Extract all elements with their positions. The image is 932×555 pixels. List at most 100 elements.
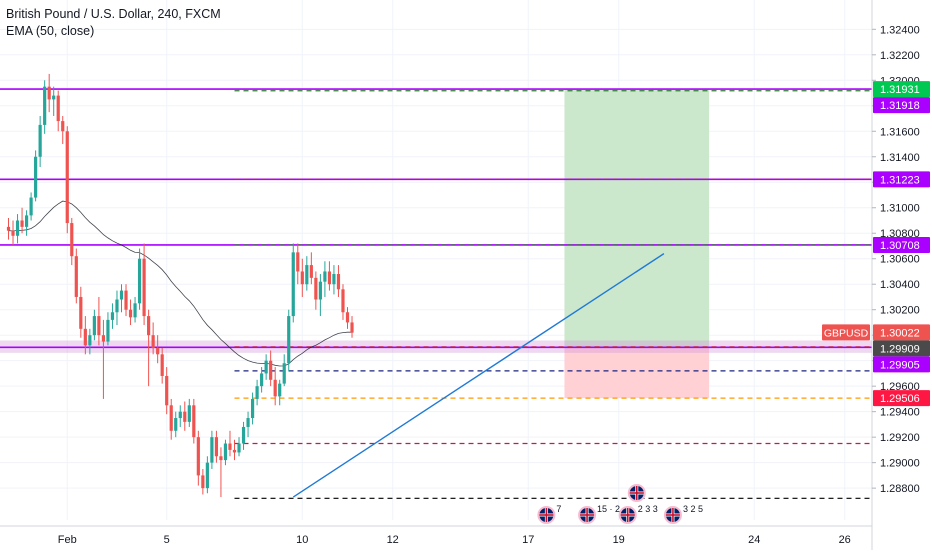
flag-red-v (635, 486, 638, 500)
stop-zone (564, 346, 710, 399)
price-label-bg (873, 356, 930, 373)
candle-body (11, 230, 15, 236)
candle-body (178, 411, 182, 419)
uk-flag-icon[interactable]: 2 3 3 (618, 504, 658, 524)
candle-body (151, 335, 155, 348)
price-label-text: 1.29905 (880, 359, 920, 371)
flag-red-v (626, 508, 629, 522)
candle-body (232, 449, 237, 453)
candle-body (38, 124, 42, 157)
price-tick-label: 1.29000 (880, 458, 920, 470)
price-tick-label: 1.29400 (880, 407, 920, 419)
price-tick-label: 1.30400 (880, 279, 920, 291)
candle-body (115, 299, 119, 313)
candle-body (241, 426, 246, 444)
candle-body (255, 386, 259, 399)
symbol-tag-bg (822, 324, 870, 341)
candle-body (341, 289, 345, 313)
candle-body (43, 86, 47, 125)
event-count: 15 · 2 (597, 504, 620, 514)
event-count: 7 (556, 504, 561, 514)
candle-body (223, 443, 228, 461)
event-icons-layer[interactable]: 7 15 · 2 2 3 3 3 2 5 (537, 484, 703, 524)
candle-body (237, 443, 241, 453)
candle-body (20, 220, 24, 227)
price-tick-label: 1.31600 (880, 126, 920, 138)
price-labels-layer: 1.31931 1.31918 1.31223 1.30708 1.30022 GBPUS… (822, 81, 930, 407)
candle-body (147, 316, 151, 336)
flag-red-v (545, 508, 548, 522)
symbol-title[interactable]: British Pound / U.S. Dollar, 240, FXCM (6, 7, 221, 21)
candle-body (101, 335, 106, 342)
price-label-text: 1.30708 (880, 240, 920, 252)
uk-flag-icon[interactable] (627, 484, 646, 502)
candle-body (269, 360, 273, 380)
candle-body (246, 418, 250, 427)
candle-body (219, 456, 223, 461)
candle-body (300, 271, 304, 285)
candle-body (70, 223, 74, 257)
price-label: 1.30708 (873, 236, 930, 253)
candle-body (350, 322, 354, 333)
uk-flag-icon[interactable]: 7 (537, 504, 561, 524)
candle-body (205, 462, 209, 489)
candle-body (187, 405, 191, 422)
uk-flag-icon[interactable]: 3 2 5 (663, 504, 703, 524)
candle-body (291, 252, 295, 317)
candle-body (79, 296, 83, 329)
candle-body (6, 226, 11, 231)
candle-body (336, 274, 341, 290)
flag-red-v (586, 508, 588, 522)
price-tick-label: 1.32400 (880, 24, 920, 36)
price-label-text: 1.31918 (880, 100, 920, 112)
candle-body (47, 86, 51, 100)
candle-body (192, 405, 196, 438)
time-tick-label: Feb (58, 534, 77, 546)
time-tick-label: 26 (839, 534, 851, 546)
price-tick-label: 1.30200 (880, 305, 920, 317)
price-label: 1.31918 (873, 97, 930, 114)
candle-body (137, 258, 142, 304)
price-label-bg (873, 171, 930, 188)
price-label: 1.29905 (873, 356, 930, 373)
price-tick-label: 1.31000 (880, 203, 920, 215)
price-label-text: 1.31223 (880, 174, 920, 186)
trendline-layer[interactable] (292, 253, 665, 498)
event-count: 2 3 3 (638, 504, 658, 514)
candle-body (65, 131, 69, 224)
candle-body (74, 256, 78, 297)
event-count: 3 2 5 (683, 504, 703, 514)
time-tick-label: 10 (296, 534, 308, 546)
candle-body (314, 277, 318, 300)
price-label: 1.31223 (873, 171, 930, 188)
candle-body (165, 375, 169, 406)
price-tick-label: 1.31400 (880, 152, 920, 164)
candle-body (201, 475, 205, 489)
candle-body (15, 220, 20, 236)
chart-header: British Pound / U.S. Dollar, 240, FXCM E… (6, 6, 221, 40)
candle-body (110, 312, 115, 320)
indicator-legend[interactable]: EMA (50, close) (6, 24, 95, 38)
time-axis[interactable]: Feb 5 10 12 17 19 24 26 (0, 525, 872, 546)
candle-body (323, 271, 327, 282)
candle-body (282, 363, 286, 384)
candle-body (309, 265, 313, 278)
candle-body (296, 252, 300, 272)
candle-body (61, 121, 65, 132)
candle-body (106, 319, 110, 342)
candle-body (56, 95, 60, 122)
candle-body (119, 290, 124, 300)
uk-flag-icon[interactable]: 15 · 2 (578, 504, 620, 524)
candles-layer (6, 73, 354, 498)
symbol-tag: GBPUSD (824, 327, 869, 339)
trendline[interactable] (292, 253, 665, 498)
candle-body (318, 281, 322, 300)
candle-body (160, 354, 164, 376)
time-tick-label: 17 (522, 534, 534, 546)
target-zone (564, 89, 710, 347)
candle-body (214, 437, 219, 457)
price-label-bg (873, 324, 930, 341)
